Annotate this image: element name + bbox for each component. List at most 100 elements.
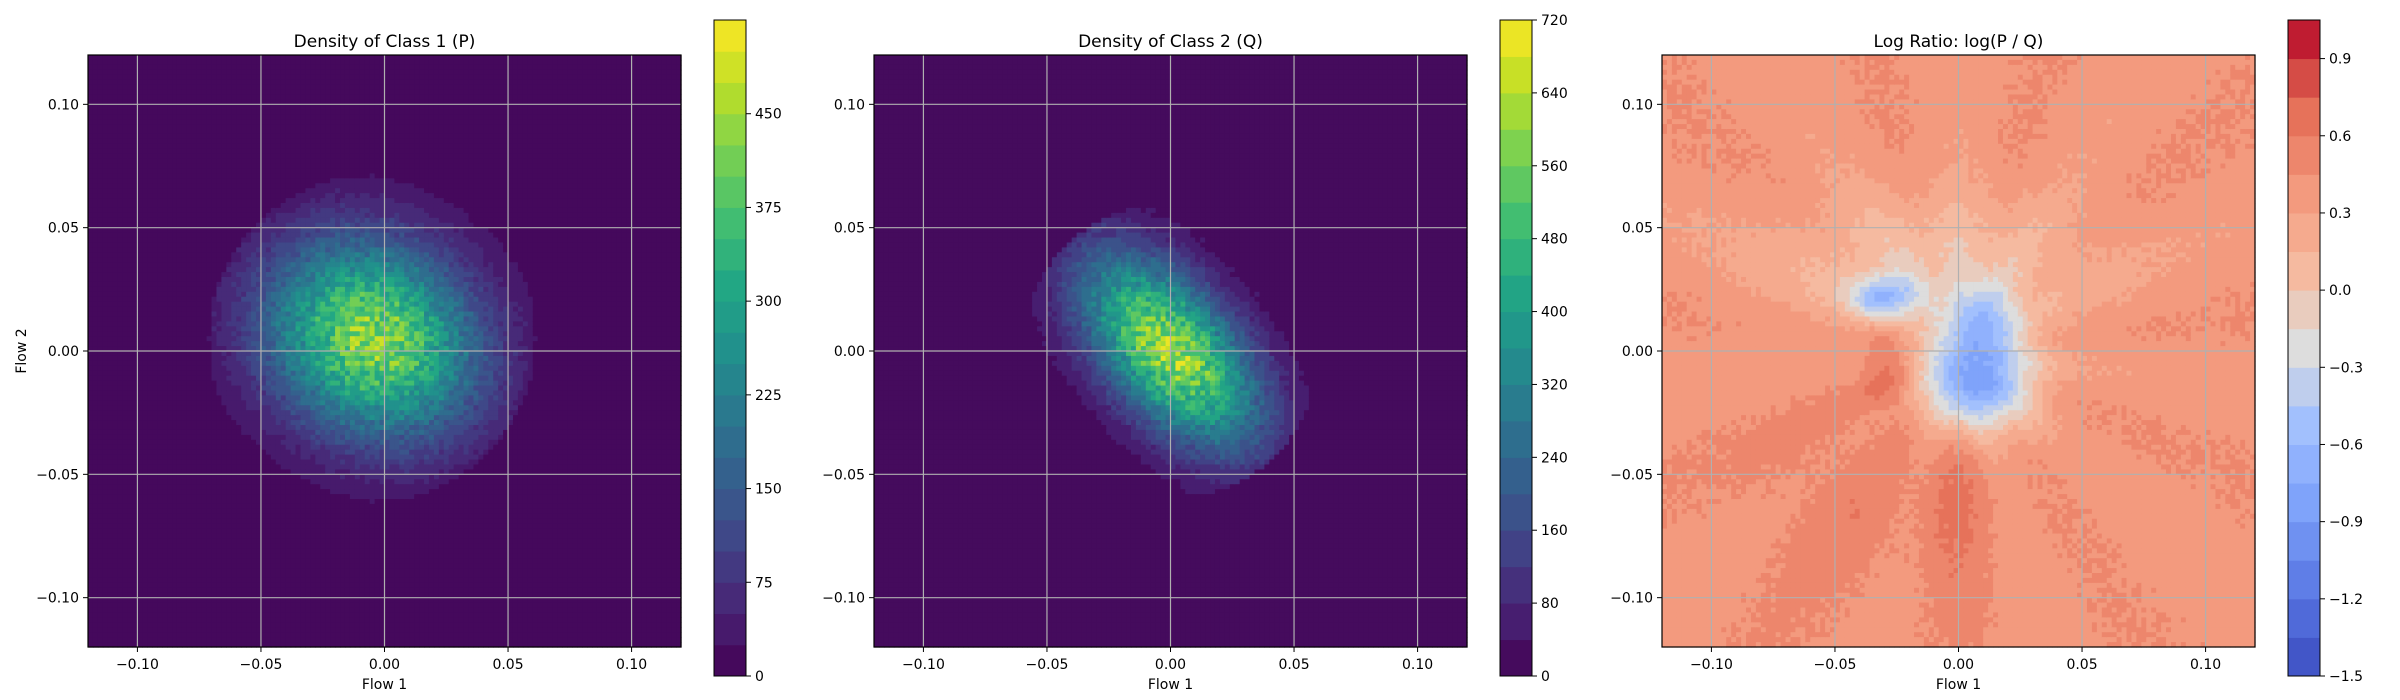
contour-cell [182,543,188,549]
contour-cell [246,356,252,362]
contour-cell [88,440,94,446]
contour-cell [231,183,237,189]
contour-cell [147,420,153,426]
contour-cell [123,193,129,199]
contour-cell [177,193,183,199]
contour-cell [93,390,99,396]
contour-cell [202,208,208,214]
contour-cell [172,603,178,609]
contour-cell [103,514,109,520]
contour-cell [221,603,227,609]
contour-cell [118,193,124,199]
contour-cell [172,381,178,387]
contour-cell [212,307,218,313]
contour-cell [202,85,208,91]
contour-cell [212,415,218,421]
contour-cell [212,262,218,268]
contour-cell [212,267,218,273]
contour-cell [182,534,188,540]
contour-cell [137,331,143,337]
contour-cell [197,287,203,293]
contour-cell [172,129,178,135]
contour-cell [197,336,203,342]
contour-cell [128,603,134,609]
contour-cell [118,129,124,135]
contour-cell [157,55,163,61]
contour-cell [241,524,247,530]
contour-cell [197,198,203,204]
contour-cell [207,90,213,96]
contour-cell [212,371,218,377]
contour-cell [231,509,237,515]
contour-cell [88,410,94,416]
contour-cell [162,85,168,91]
contour-cell [108,529,114,535]
contour-cell [192,233,198,239]
contour-cell [172,573,178,579]
contour-cell [212,573,218,579]
contour-cell [167,60,173,66]
contour-cell [221,568,227,574]
contour-cell [202,568,208,574]
contour-cell [98,381,104,387]
contour-cell [167,420,173,426]
contour-cell [98,519,104,525]
contour-cell [88,75,94,81]
contour-cell [147,238,153,244]
contour-cell [123,568,129,574]
contour-cell [142,119,148,125]
contour-cell [197,70,203,76]
contour-cell [236,632,242,638]
contour-cell [216,331,222,337]
contour-cell [147,563,153,569]
contour-cell [221,144,227,150]
contour-cell [172,361,178,367]
contour-cell [93,608,99,614]
contour-cell [226,371,232,377]
contour-cell [137,168,143,174]
contour-cell [236,588,242,594]
contour-cell [212,336,218,342]
contour-cell [241,316,247,322]
contour-cell [241,445,247,451]
contour-cell [108,218,114,224]
contour-cell [123,164,129,170]
contour-cell [142,534,148,540]
contour-cell [88,144,94,150]
contour-cell [182,282,188,288]
contour-cell [98,277,104,283]
contour-cell [207,351,213,357]
contour-cell [142,514,148,520]
contour-cell [123,55,129,61]
contour-cell [88,361,94,367]
contour-cell [142,538,148,544]
contour-cell [216,376,222,382]
contour-cell [98,588,104,594]
contour-cell [167,617,173,623]
contour-cell [108,366,114,372]
contour-cell [118,213,124,219]
contour-cell [113,292,119,298]
contour-cell [108,85,114,91]
contour-cell [118,622,124,628]
contour-cell [167,509,173,515]
contour-cell [212,479,218,485]
contour-cell [137,198,143,204]
contour-cell [216,287,222,293]
contour-cell [137,90,143,96]
contour-cell [202,622,208,628]
contour-cell [241,60,247,66]
contour-cell [128,198,134,204]
contour-cell [88,529,94,535]
contour-cell [207,85,213,91]
contour-cell [202,297,208,303]
contour-cell [221,94,227,100]
contour-cell [137,242,143,248]
contour-cell [241,598,247,604]
contour-cell [216,356,222,362]
contour-cell [93,168,99,174]
contour-cell [108,336,114,342]
contour-cell [182,558,188,564]
contour-cell [187,558,193,564]
contour-cell [93,351,99,357]
